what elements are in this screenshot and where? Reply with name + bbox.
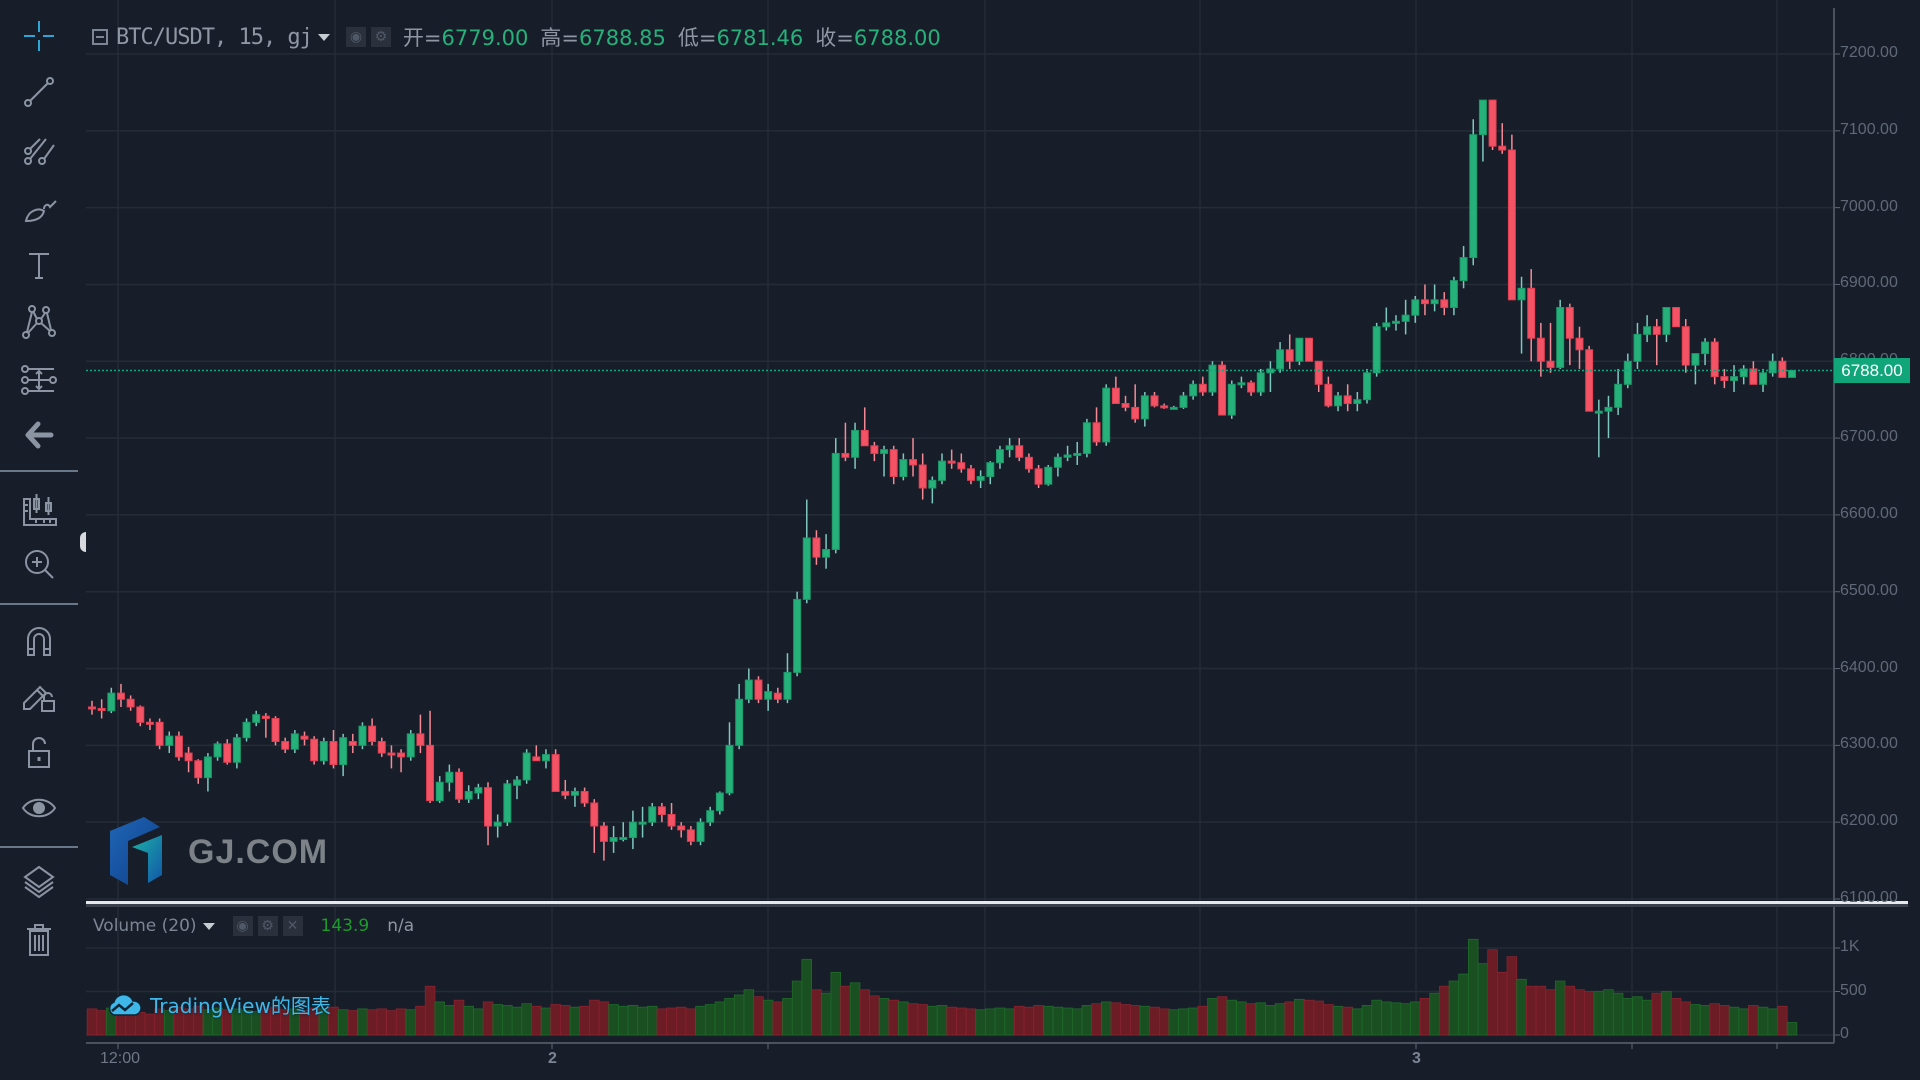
ohlc-close: 收=6788.00 [815, 26, 941, 50]
volume-value: 143.9 [320, 916, 370, 936]
gear-icon: ⚙ [374, 29, 388, 45]
pattern-icon [22, 305, 56, 339]
symbol-title[interactable]: BTC/USDT, 15, gj [116, 24, 313, 50]
price-tick-label: 6300.00 [1840, 735, 1898, 753]
measure-icon [21, 365, 57, 395]
eye-icon [21, 798, 57, 818]
arrow-left-icon [25, 421, 54, 449]
series-legend: BTC/USDT, 15, gj ◉ ⚙ 开=6779.00 高=6788.85… [92, 22, 941, 52]
chart-ruler-button[interactable] [16, 490, 62, 530]
volume-remove-button[interactable]: ✕ [282, 916, 303, 936]
volume-tick-label: 0 [1840, 1025, 1849, 1042]
zoom-in-icon [25, 550, 54, 579]
toolbar-divider [0, 603, 78, 605]
visibility-toggle-button[interactable]: ◉ [345, 27, 366, 47]
price-tick-label: 6500.00 [1840, 581, 1898, 599]
time-tick-label: 3 [1412, 1050, 1421, 1067]
gear-icon: ⚙ [261, 918, 274, 934]
time-tick-label: 12:00 [100, 1050, 141, 1067]
measure-tool-button[interactable] [16, 360, 62, 400]
series-settings-button[interactable]: ⚙ [370, 27, 391, 47]
price-tick-label: 6200.00 [1840, 812, 1898, 830]
toolbar-divider [0, 846, 78, 848]
volume-legend: Volume (20) ◉ ⚙ ✕ 143.9 n/a [93, 916, 414, 936]
volume-visibility-button[interactable]: ◉ [232, 916, 253, 936]
price-tick-label: 7200.00 [1840, 44, 1898, 61]
back-button[interactable] [16, 415, 62, 455]
eye-icon: ◉ [236, 918, 249, 934]
magnet-button[interactable] [16, 620, 62, 660]
object-tree-button[interactable] [16, 862, 62, 902]
chevron-down-icon[interactable] [202, 922, 215, 930]
volume-settings-button[interactable]: ⚙ [257, 916, 278, 936]
price-tick-label: 7000.00 [1840, 197, 1898, 215]
candles-ruler-icon [23, 494, 57, 526]
chevron-down-icon[interactable] [317, 33, 330, 41]
trend-line-tool-button[interactable] [16, 72, 62, 112]
volume-tick-label: 500 [1840, 981, 1867, 999]
brush-tool-button[interactable] [16, 188, 62, 228]
price-tick-label: 6900.00 [1840, 274, 1898, 292]
ohlc-high: 高=6788.85 [540, 26, 666, 50]
drawing-toolbar [0, 0, 78, 1080]
layers-icon [23, 865, 55, 899]
brand-watermark: GJ.COM [108, 817, 328, 887]
lock-all-button[interactable] [16, 732, 62, 772]
pitchfork-tool-button[interactable] [16, 130, 62, 170]
pencil-lock-icon [23, 685, 55, 712]
tradingview-watermark-text: TradingView的图表 [150, 994, 331, 1018]
close-icon: ✕ [286, 918, 299, 934]
crosshair-tool-button[interactable] [16, 16, 62, 56]
price-tick-label: 7100.00 [1840, 120, 1898, 138]
toolbar-divider [0, 470, 78, 472]
volume-title[interactable]: Volume (20) [93, 916, 197, 936]
volume-tick-label: 1K [1840, 938, 1860, 955]
brand-watermark-text: GJ.COM [188, 832, 329, 871]
cloud-icon [108, 993, 142, 1016]
ohlc-low: 低=6781.46 [677, 26, 804, 50]
gj-logo-icon [110, 817, 162, 885]
delete-drawings-button[interactable] [16, 920, 62, 960]
pitchfork-icon [24, 138, 55, 165]
crosshair-icon [24, 21, 54, 51]
price-tick-label: 6400.00 [1840, 658, 1898, 676]
brush-icon [24, 200, 57, 223]
pattern-tool-button[interactable] [16, 302, 62, 342]
collapse-legend-button[interactable] [92, 29, 108, 45]
trash-icon [27, 924, 51, 956]
text-icon [29, 253, 49, 279]
text-tool-button[interactable] [16, 245, 62, 285]
ohlc-open: 开=6779.00 [402, 26, 529, 50]
hide-drawings-button[interactable] [16, 788, 62, 828]
current-price-label: 6788.00 [1834, 358, 1910, 384]
magnet-icon [27, 627, 51, 656]
unlock-icon [28, 737, 50, 768]
eye-icon: ◉ [349, 29, 363, 45]
zoom-in-button[interactable] [16, 544, 62, 584]
lock-drawings-button[interactable] [16, 676, 62, 716]
volume-ma-value: n/a [387, 916, 415, 936]
toolbar-collapse-handle[interactable] [80, 532, 86, 552]
trend-line-icon [24, 77, 54, 107]
price-tick-label: 6700.00 [1840, 428, 1898, 446]
tradingview-watermark[interactable]: TradingView的图表 [106, 990, 331, 1019]
price-tick-label: 6100.00 [1840, 889, 1898, 906]
price-tick-label: 6600.00 [1840, 504, 1898, 522]
time-tick-label: 2 [548, 1050, 557, 1067]
